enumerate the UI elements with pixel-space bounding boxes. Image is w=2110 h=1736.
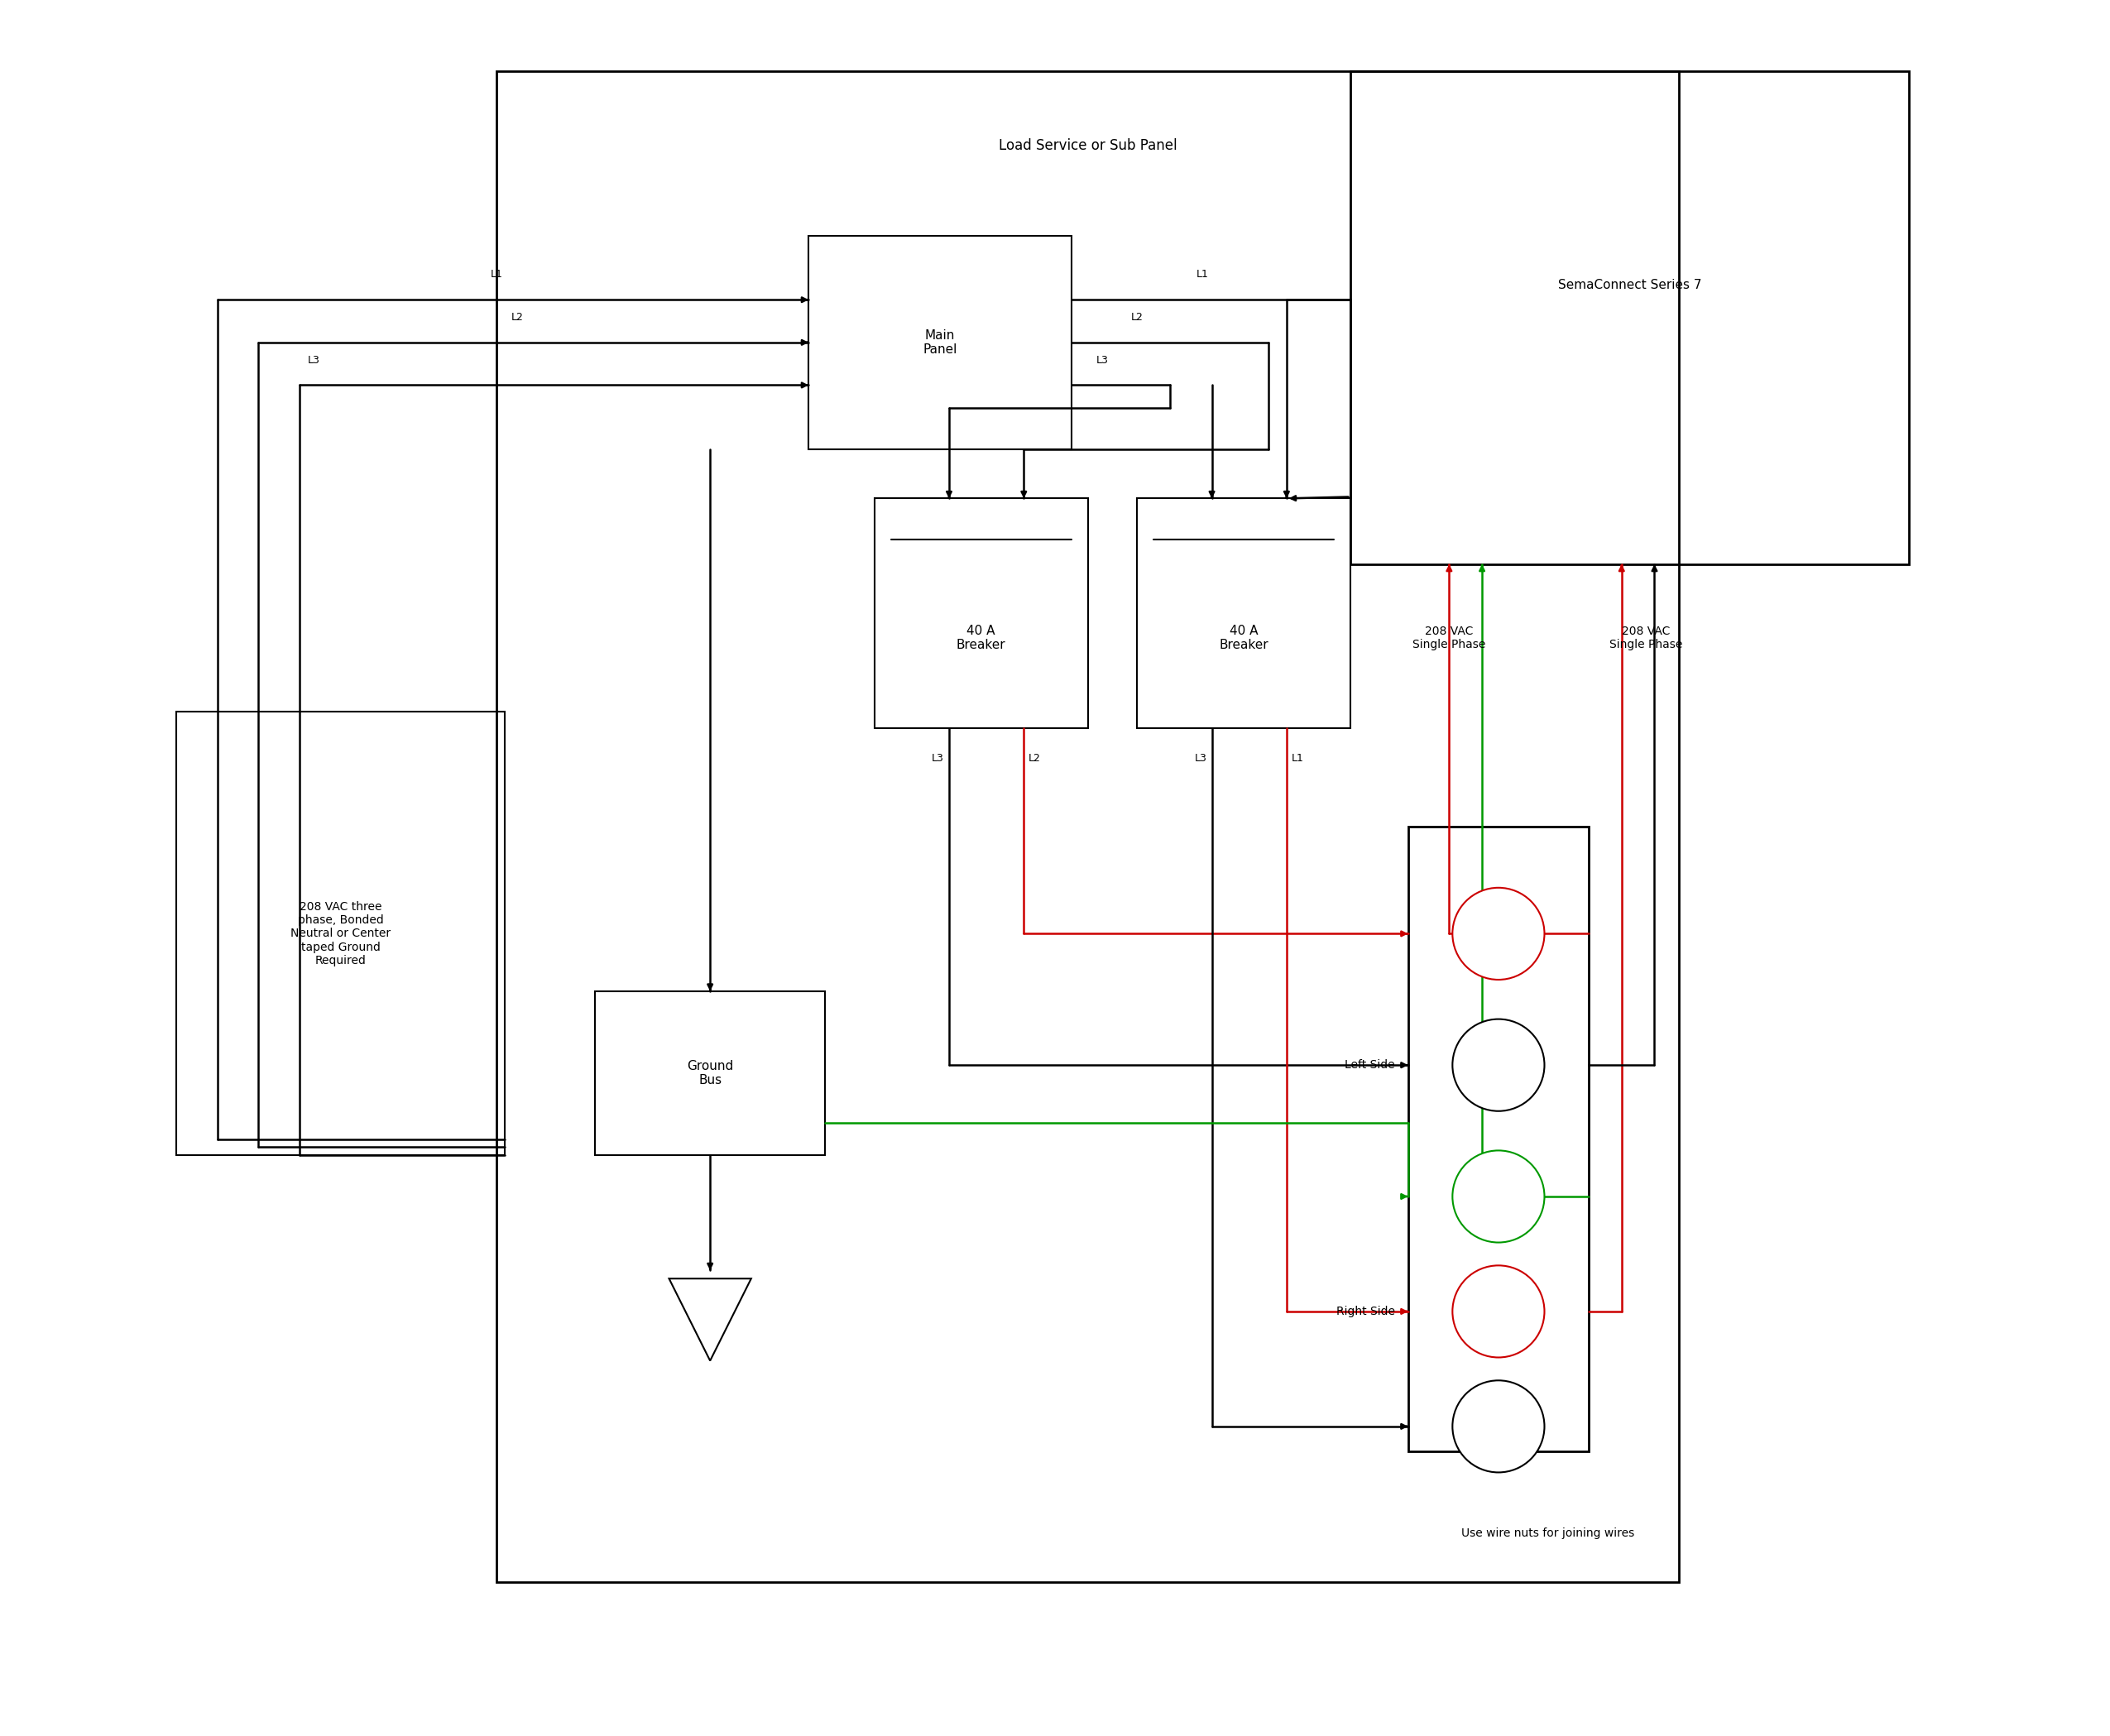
Bar xyxy=(496,71,1680,1583)
Text: Right Side: Right Side xyxy=(1336,1305,1395,1318)
Bar xyxy=(177,712,504,1156)
Text: L3: L3 xyxy=(933,753,943,764)
Circle shape xyxy=(1452,887,1545,979)
Text: L3: L3 xyxy=(308,354,321,366)
Bar xyxy=(808,236,1072,450)
Text: L1: L1 xyxy=(1291,753,1304,764)
Text: L3: L3 xyxy=(1095,354,1108,366)
Bar xyxy=(595,991,825,1156)
Text: Load Service or Sub Panel: Load Service or Sub Panel xyxy=(998,137,1177,153)
Text: L1: L1 xyxy=(1196,269,1209,279)
Bar xyxy=(1350,71,1910,564)
Circle shape xyxy=(1452,1266,1545,1358)
Text: L1: L1 xyxy=(490,269,502,279)
Text: 208 VAC
Single Phase: 208 VAC Single Phase xyxy=(1412,625,1485,651)
Text: SemaConnect Series 7: SemaConnect Series 7 xyxy=(1557,279,1701,292)
Text: 40 A
Breaker: 40 A Breaker xyxy=(1220,625,1268,651)
Circle shape xyxy=(1452,1380,1545,1472)
Bar xyxy=(1137,498,1350,729)
Text: Ground
Bus: Ground Bus xyxy=(688,1061,734,1087)
Text: 208 VAC three
phase, Bonded
Neutral or Center
taped Ground
Required: 208 VAC three phase, Bonded Neutral or C… xyxy=(291,901,390,967)
Text: 40 A
Breaker: 40 A Breaker xyxy=(956,625,1006,651)
Text: Left Side: Left Side xyxy=(1344,1059,1395,1071)
Circle shape xyxy=(1452,1019,1545,1111)
Text: L3: L3 xyxy=(1194,753,1207,764)
Text: L2: L2 xyxy=(1030,753,1040,764)
Text: Main
Panel: Main Panel xyxy=(922,330,958,356)
Text: L2: L2 xyxy=(511,312,523,323)
Circle shape xyxy=(1452,1151,1545,1243)
Bar xyxy=(874,498,1089,729)
Text: 208 VAC
Single Phase: 208 VAC Single Phase xyxy=(1610,625,1684,651)
Bar xyxy=(1407,826,1589,1451)
Text: Use wire nuts for joining wires: Use wire nuts for joining wires xyxy=(1460,1528,1635,1538)
Text: L2: L2 xyxy=(1131,312,1144,323)
